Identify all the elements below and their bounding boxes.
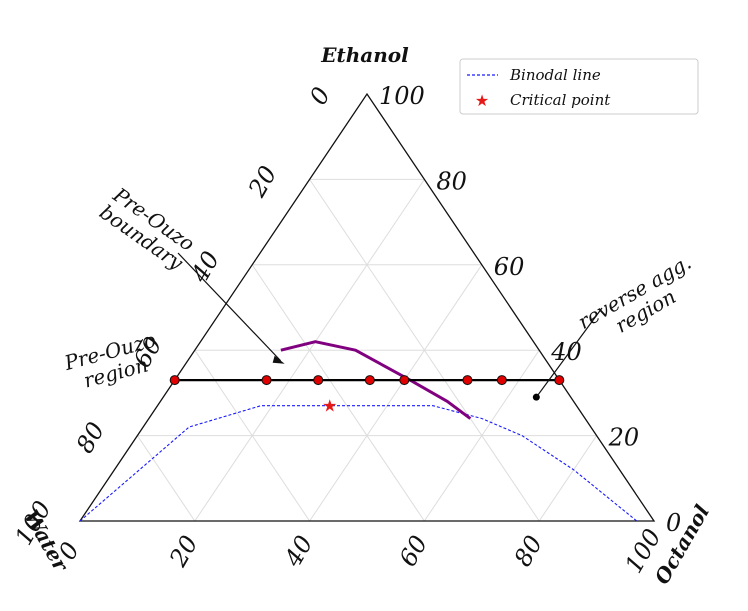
tie-line-marker	[554, 375, 565, 386]
reverse-agg-region-label: reverse agg.region	[574, 250, 706, 353]
bottom-axis-tick-label: 20	[164, 531, 204, 572]
legend: Binodal line ★ Critical point	[459, 58, 699, 115]
right-axis-tick-label: 20	[608, 424, 640, 452]
left-axis-tick-label: 80	[71, 417, 111, 457]
legend-box	[459, 58, 699, 115]
grid-line-octanol	[309, 264, 483, 522]
legend-binodal-label: Binodal line	[509, 66, 601, 84]
tie-line-marker	[462, 375, 473, 386]
pre-ouzo-boundary-line	[280, 340, 472, 420]
left-axis-tick-label: 0	[304, 82, 336, 109]
bottom-axis-tick-label: 40	[278, 531, 318, 572]
legend-critical-label: Critical point	[510, 91, 611, 109]
triangle-frame	[78, 92, 656, 522]
right-axis-tick-label: 100	[379, 82, 425, 110]
left-axis-tick-label: 20	[242, 161, 282, 202]
grid	[136, 178, 598, 522]
triangle-outline	[78, 92, 656, 522]
pre-ouzo-boundary-arrowhead	[272, 355, 285, 364]
tie-line-marker	[261, 375, 272, 386]
tie-line-marker	[313, 375, 324, 386]
grid-line-water	[136, 435, 196, 522]
tie-line-marker	[496, 375, 507, 386]
grid-line-octanol	[423, 349, 540, 522]
series-layer: ★	[79, 340, 638, 522]
grid-line-water	[194, 349, 311, 522]
tie-line-marker	[399, 375, 410, 386]
right-axis-tick-label: 60	[494, 253, 525, 281]
grid-line-water	[251, 264, 425, 522]
pre-ouzo-boundary-arrow	[177, 252, 282, 362]
reverse-agg-pointer	[535, 307, 603, 398]
right-axis-tick-label: 0	[666, 509, 681, 537]
bottom-axis-tick-label: 80	[509, 531, 549, 571]
tie-line-marker	[169, 375, 180, 386]
corner-label-top: Ethanol	[320, 43, 409, 67]
binodal-line	[79, 405, 638, 522]
bottom-axis-tick-label: 60	[394, 531, 434, 571]
tie-line-marker	[364, 375, 375, 386]
right-axis-tick-label: 80	[436, 167, 467, 195]
legend-critical-star-icon: ★	[475, 91, 489, 110]
grid-line-octanol	[538, 435, 598, 522]
critical-point-star: ★	[322, 397, 337, 417]
